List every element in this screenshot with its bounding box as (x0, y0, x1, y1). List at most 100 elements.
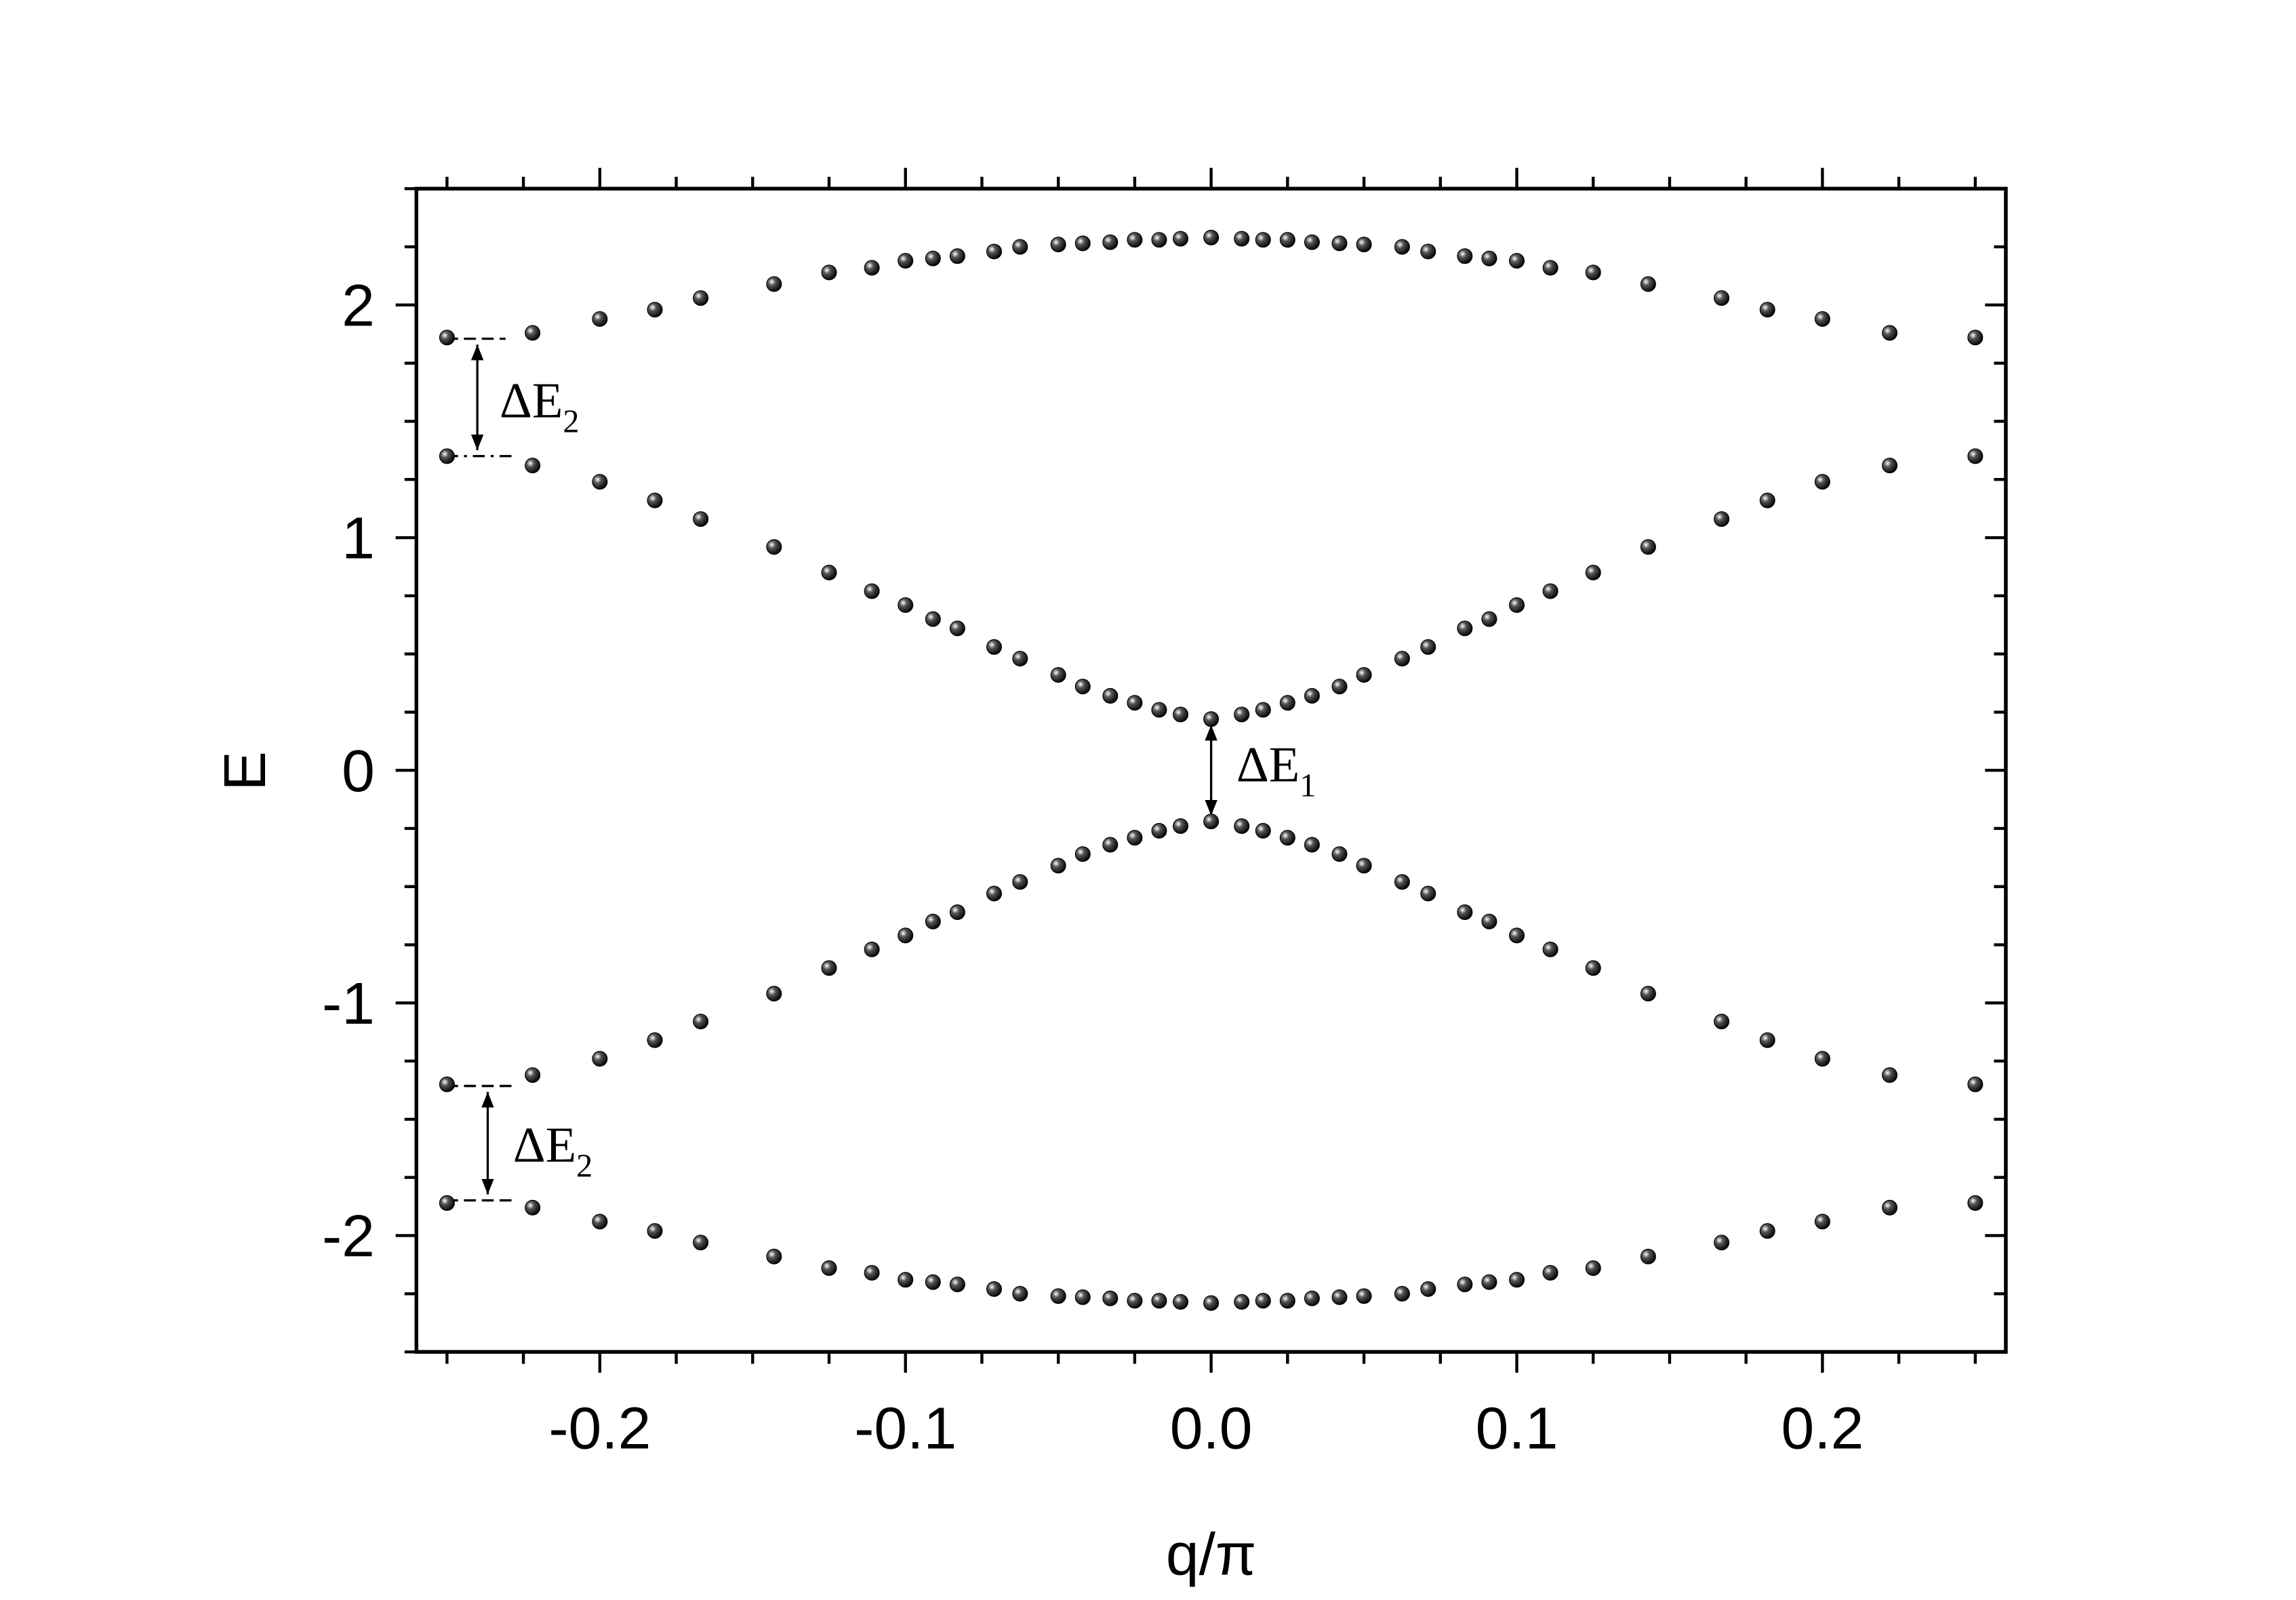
data-point (1814, 474, 1830, 490)
annotation: ΔE2 (513, 1118, 593, 1184)
data-point (693, 511, 709, 527)
x-tick-label: 0.0 (1170, 1395, 1253, 1461)
data-point (1882, 1067, 1898, 1083)
data-point (693, 1014, 709, 1030)
data-point (986, 1281, 1002, 1297)
data-point (1279, 695, 1295, 711)
data-point (1356, 1288, 1372, 1304)
data-point (592, 1214, 608, 1230)
y-tick-label: 0 (342, 738, 375, 804)
data-point (1457, 248, 1473, 264)
data-point (1255, 1293, 1271, 1309)
data-point (647, 1032, 663, 1048)
data-point (1304, 687, 1320, 704)
data-point (1050, 1288, 1066, 1304)
data-point (1012, 874, 1028, 890)
data-point (1420, 243, 1436, 260)
data-point (1759, 302, 1775, 318)
data-point (821, 960, 837, 976)
data-point (1394, 874, 1410, 890)
data-point (864, 583, 880, 599)
data-point (1234, 706, 1250, 723)
data-point (1585, 264, 1601, 281)
data-point (592, 474, 608, 490)
data-point (1234, 1294, 1250, 1310)
data-point (1255, 702, 1271, 718)
data-point (592, 1051, 608, 1067)
data-point (1882, 458, 1898, 474)
data-point (1882, 325, 1898, 341)
data-point (1279, 232, 1295, 248)
data-point (925, 611, 941, 627)
data-point (1127, 695, 1143, 711)
data-point (647, 302, 663, 318)
data-point (1759, 1223, 1775, 1239)
data-point (1814, 1214, 1830, 1230)
data-point (693, 290, 709, 306)
annotation: ΔE1 (1236, 738, 1316, 804)
data-point (1234, 818, 1250, 835)
data-point (1050, 858, 1066, 874)
data-point (1151, 232, 1167, 248)
data-point (1509, 597, 1525, 614)
data-point (1102, 837, 1119, 853)
y-axis-label: E (212, 751, 278, 791)
data-point (1882, 1199, 1898, 1216)
x-tick-label: -0.1 (854, 1395, 956, 1461)
data-point (1074, 235, 1091, 252)
data-point (1173, 1294, 1189, 1310)
data-point (1331, 235, 1348, 252)
data-point (1481, 913, 1497, 929)
data-point (1050, 666, 1066, 683)
data-point (1714, 290, 1730, 306)
data-point (1102, 1290, 1119, 1306)
data-point (1420, 885, 1436, 902)
data-point (693, 1235, 709, 1251)
data-point (1481, 250, 1497, 266)
data-point (1542, 1264, 1558, 1281)
data-point (1967, 1195, 1983, 1211)
data-point (1509, 927, 1525, 944)
annotation-sub: 2 (576, 1148, 592, 1184)
data-point (821, 1260, 837, 1277)
data-point (1457, 1277, 1473, 1293)
data-point (766, 1248, 782, 1264)
data-point (898, 1272, 914, 1288)
x-tick-label: -0.2 (548, 1395, 651, 1461)
data-point (1356, 858, 1372, 874)
data-point (1356, 666, 1372, 683)
y-tick-label: -2 (322, 1203, 375, 1269)
data-point (525, 1067, 541, 1083)
data-point (1074, 679, 1091, 695)
data-point (1542, 583, 1558, 599)
data-point (439, 1076, 455, 1092)
data-point (1481, 611, 1497, 627)
data-point (925, 913, 941, 929)
data-point (949, 1277, 965, 1293)
data-point (864, 260, 880, 276)
data-point (1012, 239, 1028, 255)
data-point (1356, 237, 1372, 253)
data-point (1074, 846, 1091, 862)
data-point (1714, 511, 1730, 527)
data-point (1151, 1293, 1167, 1309)
data-point (986, 243, 1002, 260)
annotation-arrows (446, 337, 1217, 1202)
data-point (1050, 237, 1066, 253)
data-point (1127, 830, 1143, 846)
data-point (1279, 1293, 1295, 1309)
data-point (1127, 232, 1143, 248)
y-tick-label: 2 (342, 273, 375, 339)
data-point (439, 1195, 455, 1211)
data-point (1203, 711, 1220, 727)
data-point (766, 986, 782, 1002)
data-point (1640, 1248, 1656, 1264)
data-point (1640, 276, 1656, 292)
data-point (1304, 1290, 1320, 1306)
data-point (1234, 231, 1250, 247)
data-point (1542, 941, 1558, 957)
data-point (1420, 639, 1436, 655)
annotation-sub: 2 (563, 404, 579, 440)
data-point (1394, 239, 1410, 255)
